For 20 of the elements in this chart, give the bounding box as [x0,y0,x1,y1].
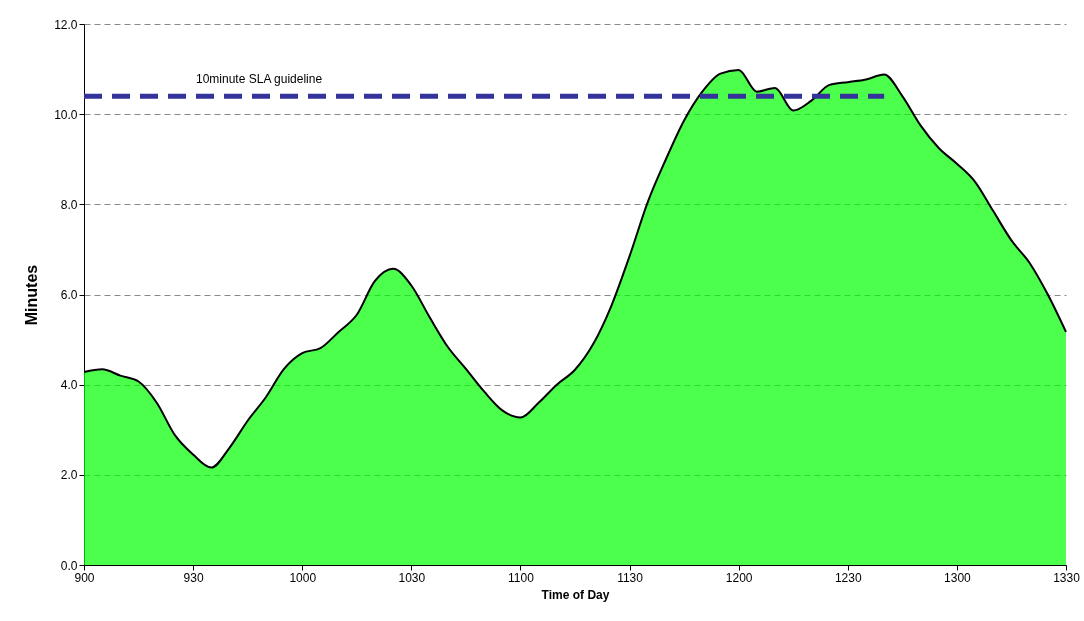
x-tick-label: 1230 [834,570,862,585]
x-tick-label: 930 [183,570,204,585]
x-axis-title: Time of Day [541,587,610,602]
y-tick-label: 6.0 [60,288,78,302]
x-tick-label: 1000 [289,570,317,585]
x-tick-label: 900 [74,570,95,585]
series-label: 10minute SLA guideline [196,72,323,87]
x-tick-label: 1200 [725,570,753,585]
x-tick-label: 1330 [1053,570,1081,585]
x-tick-label: 1300 [944,570,972,585]
y-tick-label: 0.0 [60,558,78,573]
y-axis-title: Minutes [23,264,41,326]
y-tick-label: 10.0 [54,107,78,122]
y-tick-label: 2.0 [60,468,78,483]
y-tick-label: 12.0 [54,17,78,32]
x-tick-label: 1100 [508,570,535,585]
x-tick-label: 1030 [398,570,426,585]
x-tick-label: 1130 [617,570,644,585]
y-tick-label: 4.0 [60,378,78,393]
y-tick-label: 8.0 [60,197,78,212]
